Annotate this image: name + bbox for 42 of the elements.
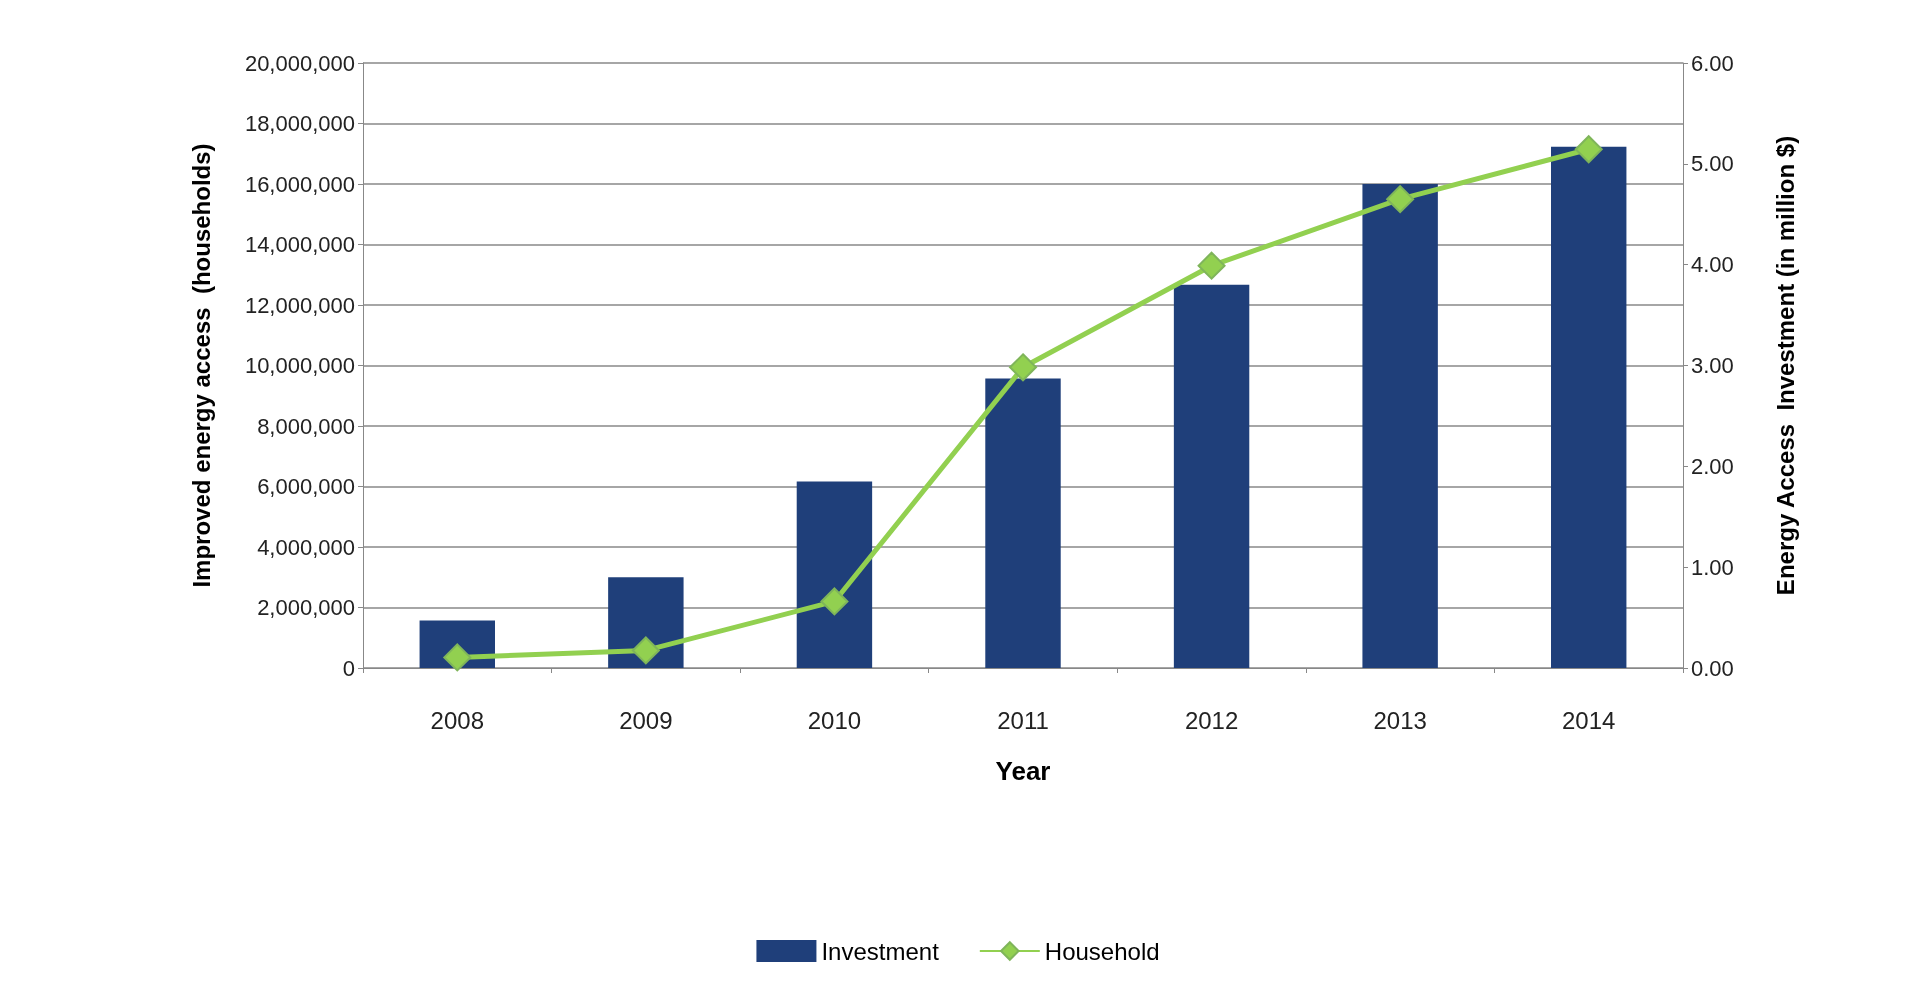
bar [796, 481, 873, 668]
bar [1551, 146, 1627, 668]
y-tick-label: 2,000,000 [257, 595, 355, 620]
y2-tick-label: 5.00 [1691, 151, 1734, 177]
x-tick-label: 2008 [430, 706, 484, 734]
x-tick-label: 2013 [1373, 706, 1427, 734]
legend-label: Investment [821, 937, 940, 965]
legend-label: Household [1044, 937, 1160, 965]
bar [1362, 184, 1438, 668]
x-tick-label: 2011 [997, 706, 1049, 734]
y-axis-title: Improved energy access (households) [187, 143, 215, 588]
bar [608, 577, 684, 668]
y-tick-label: 6,000,000 [257, 474, 355, 499]
bar [985, 378, 1061, 668]
x-axis-title: Year [995, 756, 1051, 786]
y-tick-label: 0 [342, 655, 355, 681]
y-tick-label: 16,000,000 [244, 171, 355, 197]
y-tick-label: 4,000,000 [257, 534, 355, 560]
y-tick-label: 20,000,000 [244, 50, 355, 76]
x-tick-label: 2014 [1562, 706, 1616, 734]
y2-tick-label: 2.00 [1691, 453, 1734, 479]
y2-tick-label: 6.00 [1691, 50, 1734, 76]
point [820, 587, 849, 616]
y-tick-label: 10,000,000 [244, 353, 355, 378]
y2-axis-title: Energy Access Investment (in million $) [1771, 135, 1799, 596]
y2-tick-label: 4.00 [1691, 252, 1734, 278]
point [1574, 135, 1603, 164]
x-tick-label: 2009 [619, 706, 673, 734]
y-tick-label: 18,000,000 [244, 111, 355, 136]
y2-tick-label: 0.00 [1691, 655, 1734, 681]
x-tick-label: 2012 [1184, 706, 1239, 734]
y-tick-label: 8,000,000 [257, 413, 355, 439]
x-tick-label: 2010 [807, 706, 862, 734]
y2-tick-label: 3.00 [1691, 353, 1734, 378]
y-tick-label: 14,000,000 [244, 232, 355, 257]
point [1197, 251, 1226, 280]
point [1009, 353, 1037, 382]
bar [1173, 284, 1250, 668]
point [631, 636, 660, 665]
point [1386, 185, 1415, 214]
y2-tick-label: 1.00 [1691, 554, 1734, 580]
y-tick-label: 12,000,000 [244, 292, 355, 318]
